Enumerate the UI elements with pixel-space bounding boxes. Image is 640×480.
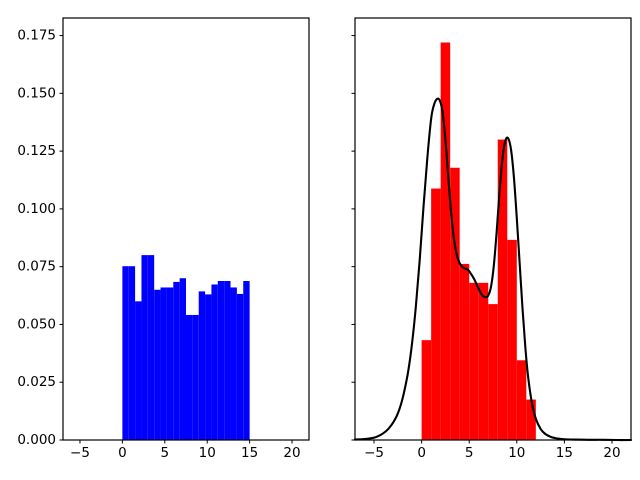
histogram-bar [488, 304, 498, 440]
histogram-bar [135, 301, 142, 440]
histogram-bars [122, 255, 250, 440]
y-tick-label: 0.150 [17, 85, 56, 101]
x-tick-label: 5 [160, 445, 169, 461]
histogram-bar [179, 278, 186, 440]
histogram-bar [243, 281, 250, 440]
histogram-bar [217, 281, 225, 440]
histogram-bar [122, 266, 129, 440]
histogram-bar [173, 281, 180, 440]
histogram-bar [160, 287, 167, 440]
histogram-bars [421, 42, 536, 440]
histogram-bar [450, 167, 460, 440]
x-tick-label: 10 [508, 445, 525, 461]
histogram-bar [186, 314, 193, 440]
x-axis: −5 0 5 10 15 20 [364, 440, 621, 461]
x-tick-label: −5 [364, 445, 384, 461]
x-tick-label: 0 [417, 445, 426, 461]
histogram-bar [459, 263, 470, 440]
x-tick-label: 5 [465, 445, 474, 461]
histogram-bar [205, 294, 212, 440]
histogram-bar [128, 266, 136, 440]
histogram-bar [440, 42, 451, 440]
right-histogram-panel: −5 0 5 10 15 20 [351, 17, 633, 461]
histogram-bar [526, 399, 536, 440]
histogram-bar [236, 293, 244, 440]
histogram-bar [230, 287, 237, 440]
histogram-bar [154, 289, 161, 440]
histogram-bar [507, 239, 517, 440]
x-tick-label: 10 [199, 445, 216, 461]
y-axis [351, 35, 355, 441]
histogram-bar [431, 188, 441, 440]
y-tick-label: 0.025 [17, 374, 56, 390]
histogram-bar [147, 255, 155, 440]
axes-spines [62, 17, 310, 441]
x-tick-label: 15 [556, 445, 573, 461]
histogram-bar [192, 314, 199, 440]
x-tick-label: 20 [283, 445, 300, 461]
y-tick-label: 0.075 [17, 259, 56, 275]
histogram-bar [469, 282, 479, 440]
y-tick-label: 0.050 [17, 316, 56, 332]
kde-curve [353, 97, 633, 442]
histogram-bar [141, 255, 148, 440]
histogram-bar [478, 282, 489, 440]
y-tick-label: 0.100 [17, 201, 56, 217]
histogram-bar [166, 287, 174, 440]
x-tick-label: −5 [70, 445, 90, 461]
x-tick-label: 0 [118, 445, 127, 461]
histogram-bar [497, 139, 508, 440]
histogram-bar [211, 284, 218, 440]
y-tick-label: 0.175 [17, 28, 56, 44]
x-axis: −5 0 5 10 15 20 [70, 440, 301, 461]
histogram-bar [516, 360, 527, 440]
axes-spines [354, 17, 632, 441]
left-histogram-panel: −5 0 5 10 15 20 0.000 0.025 0.050 0.075 0.100 0.125… [17, 17, 310, 461]
y-tick-label: 0.125 [17, 143, 56, 159]
x-tick-label: 15 [241, 445, 258, 461]
y-axis: 0.000 0.025 0.050 0.075 0.100 0.125 0.150 0.175 [17, 28, 63, 448]
histogram-bar [224, 281, 231, 440]
histogram-bar [421, 340, 432, 440]
histogram-bar [198, 291, 206, 440]
y-tick-label: 0.000 [17, 432, 56, 448]
x-tick-label: 20 [603, 445, 620, 461]
